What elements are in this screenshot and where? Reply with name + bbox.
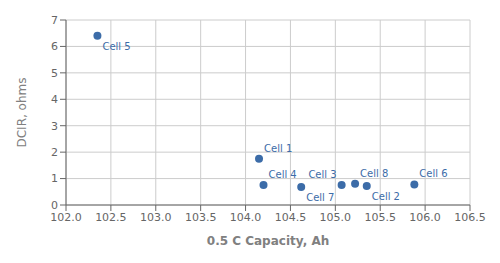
- svg-text:4: 4: [51, 93, 58, 106]
- svg-text:103.0: 103.0: [140, 211, 172, 224]
- svg-text:1: 1: [51, 172, 58, 185]
- svg-text:102.0: 102.0: [50, 211, 82, 224]
- svg-text:102.5: 102.5: [95, 211, 127, 224]
- svg-text:106.0: 106.0: [409, 211, 441, 224]
- svg-text:2: 2: [51, 146, 58, 159]
- svg-text:Cell 3: Cell 3: [308, 169, 336, 180]
- svg-text:5: 5: [51, 67, 58, 80]
- svg-text:105.5: 105.5: [364, 211, 396, 224]
- svg-text:Cell 2: Cell 2: [372, 191, 400, 202]
- svg-text:Cell 6: Cell 6: [419, 168, 447, 179]
- svg-text:0.5 C Capacity, Ah: 0.5 C Capacity, Ah: [207, 234, 329, 248]
- svg-text:Cell 4: Cell 4: [269, 169, 297, 180]
- svg-text:3: 3: [51, 120, 58, 133]
- svg-text:Cell 8: Cell 8: [360, 168, 388, 179]
- svg-text:106.5: 106.5: [454, 211, 486, 224]
- svg-text:104.0: 104.0: [230, 211, 262, 224]
- svg-text:Cell 5: Cell 5: [102, 41, 130, 52]
- svg-text:Cell 7: Cell 7: [306, 192, 334, 203]
- svg-text:0: 0: [51, 199, 58, 212]
- svg-text:104.5: 104.5: [275, 211, 307, 224]
- svg-text:103.5: 103.5: [185, 211, 217, 224]
- svg-text:Cell 1: Cell 1: [264, 143, 292, 154]
- svg-text:7: 7: [51, 14, 58, 27]
- svg-text:DCIR, ohms: DCIR, ohms: [15, 77, 29, 147]
- svg-text:6: 6: [51, 40, 58, 53]
- svg-text:105.0: 105.0: [320, 211, 352, 224]
